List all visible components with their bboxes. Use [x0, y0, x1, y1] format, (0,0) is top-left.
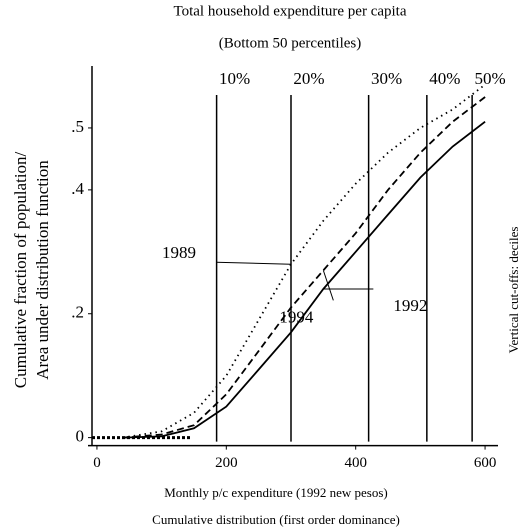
x-tick-label: 200 [215, 455, 238, 471]
caption: Cumulative distribution (first order dom… [152, 512, 400, 527]
y-tick-label: .5 [71, 117, 84, 136]
chart-subtitle: (Bottom 50 percentiles) [219, 35, 361, 51]
y-tick-label: 0 [76, 427, 85, 446]
decile-label: 10% [219, 69, 250, 88]
series-label: 1992 [393, 296, 427, 315]
chart-title: Total household expenditure per capita [173, 3, 406, 19]
x-axis-label: Monthly p/c expenditure (1992 new pesos) [164, 485, 387, 500]
decile-label: 50% [475, 69, 506, 88]
y-tick-label: .4 [71, 179, 84, 198]
x-tick-label: 0 [93, 455, 101, 471]
annotation-arrow [322, 270, 334, 301]
decile-label: 40% [429, 69, 460, 88]
y-tick-label: .2 [71, 303, 84, 322]
series-line [122, 83, 486, 439]
x-tick-label: 600 [474, 455, 497, 471]
series-line [122, 120, 486, 439]
decile-label: 30% [371, 69, 402, 88]
decile-label: 20% [293, 69, 324, 88]
series-label: 1989 [162, 243, 196, 262]
right-label: Vertical cut-offs: deciles [506, 227, 521, 354]
y-axis-label: Cumulative fraction of population/ [11, 151, 30, 388]
y-axis-label: Area under distribution function [33, 160, 52, 380]
annotation-arrow [215, 261, 292, 265]
series-line [122, 96, 486, 439]
x-tick-label: 400 [344, 455, 367, 471]
